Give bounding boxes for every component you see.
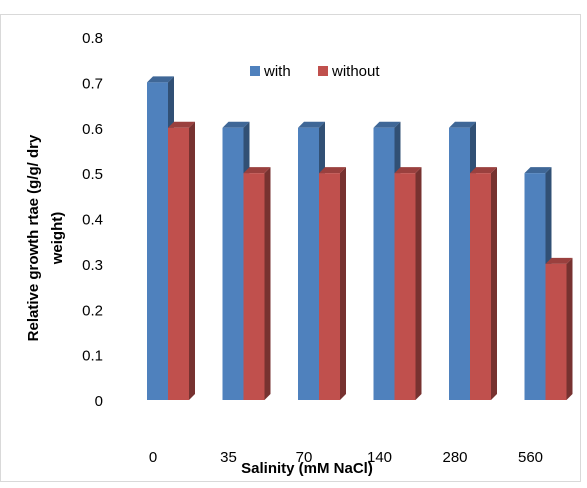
x-axis-title: Salinity (mM NaCl) — [241, 460, 373, 477]
y-axis-title-line1: Relative growth rtae (g/g/ dry — [25, 134, 42, 341]
bar-top — [394, 167, 422, 174]
legend-label-with: with — [263, 63, 291, 80]
bar-front — [470, 173, 491, 400]
bar-front — [222, 127, 244, 400]
bar-without — [243, 167, 271, 400]
y-tick-label: 0.5 — [82, 166, 103, 183]
bar-front — [373, 127, 395, 400]
bar-top — [449, 121, 476, 128]
bar-front — [168, 127, 189, 400]
x-tick-labels: 0 35 70 140 280 560 — [149, 449, 543, 466]
x-tick-label: 560 — [518, 449, 543, 466]
y-tick-label: 0.6 — [82, 121, 103, 138]
x-tick-label: 0 — [149, 449, 157, 466]
bar-front — [394, 173, 416, 400]
bar-top — [545, 257, 573, 264]
bar-without — [168, 121, 195, 400]
bar-front — [449, 127, 470, 400]
chart-border — [0, 14, 581, 482]
bar-front — [545, 263, 567, 400]
bar-top — [222, 121, 250, 128]
x-tick-label: 140 — [367, 449, 392, 466]
bar-without — [545, 257, 573, 400]
bar-top — [319, 167, 346, 174]
bar-top — [147, 76, 174, 83]
bar-front — [298, 127, 319, 400]
y-tick-label: 0.3 — [82, 257, 103, 274]
legend-label-without: without — [331, 63, 380, 80]
y-tick-labels: 0 0.1 0.2 0.3 0.4 0.5 0.6 0.7 0.8 — [82, 30, 103, 410]
bar-top — [470, 167, 497, 174]
bar-without — [470, 167, 497, 400]
bar-top — [524, 167, 552, 174]
bar-side — [415, 167, 422, 400]
x-tick-label: 35 — [220, 449, 237, 466]
y-tick-label: 0.7 — [82, 75, 103, 92]
y-tick-label: 0.4 — [82, 212, 103, 229]
x-tick-label: 280 — [442, 449, 467, 466]
bar-side — [189, 121, 195, 400]
bar-front — [319, 173, 340, 400]
bar-front — [147, 82, 168, 400]
y-tick-label: 0 — [95, 393, 103, 410]
bar-side — [264, 167, 271, 400]
legend-swatch-with — [250, 66, 260, 76]
bar-side — [340, 167, 346, 400]
bar-without — [319, 167, 346, 400]
bar-without — [394, 167, 422, 400]
y-tick-label: 0.8 — [82, 30, 103, 47]
y-tick-label: 0.1 — [82, 348, 103, 365]
y-tick-label: 0.2 — [82, 302, 103, 319]
bar-top — [243, 167, 271, 174]
bar-front — [243, 173, 265, 400]
x-tick-label: 70 — [296, 449, 313, 466]
legend: with without — [250, 63, 380, 80]
bar-top — [373, 121, 401, 128]
bars — [147, 76, 573, 400]
bar-side — [491, 167, 497, 400]
bar-front — [524, 173, 546, 400]
legend-swatch-without — [318, 66, 328, 76]
bar-side — [566, 257, 573, 400]
bar-top — [168, 121, 195, 128]
y-axis-title-line2: weight) — [49, 212, 66, 266]
bar-top — [298, 121, 325, 128]
